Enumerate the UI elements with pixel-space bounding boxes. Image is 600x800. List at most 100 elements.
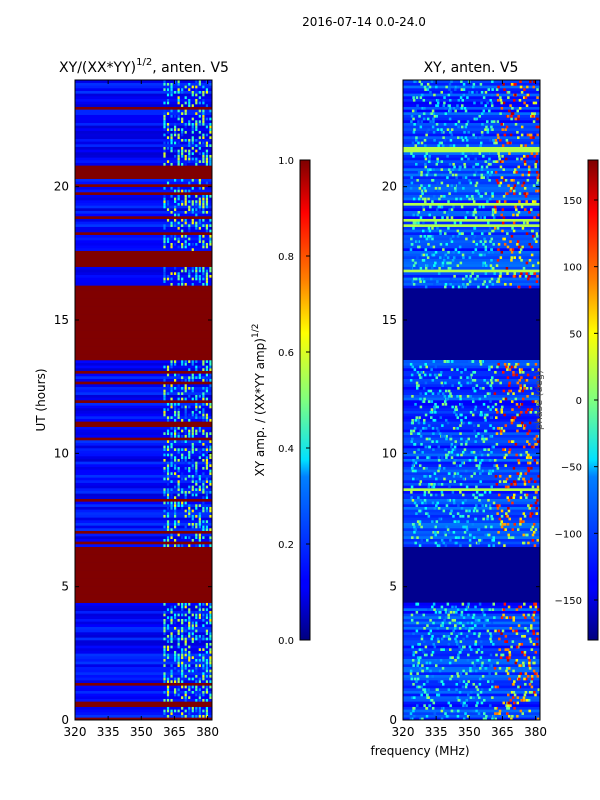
left-heatmap-cell	[166, 608, 170, 611]
right-heatmap-cell	[531, 234, 535, 238]
left-heatmap-cell	[184, 448, 187, 451]
right-heatmap-cell	[506, 272, 509, 275]
right-heatmap-cell	[535, 125, 539, 129]
right-heatmap-cell	[518, 605, 521, 609]
right-heatmap-cell	[465, 704, 468, 707]
right-heatmap-cell	[443, 400, 447, 403]
right-heatmap-cell	[443, 210, 446, 214]
left-heatmap-row	[75, 221, 212, 225]
right-heatmap-row	[403, 602, 540, 606]
right-heatmap-cell	[503, 242, 507, 246]
left-heatmap-cell	[166, 146, 170, 150]
right-heatmap-cell	[509, 240, 512, 243]
left-heatmap-row	[75, 277, 212, 281]
right-heatmap-cell	[508, 141, 512, 145]
right-heatmap-cell	[523, 650, 527, 654]
right-heatmap-cell	[477, 424, 480, 427]
right-heatmap-cell	[474, 248, 478, 251]
right-heatmap-cell	[513, 522, 516, 526]
right-heatmap-cell	[417, 496, 420, 499]
left-heatmap-cell	[198, 394, 201, 398]
right-heatmap-cell	[413, 128, 416, 131]
left-heatmap-cell	[166, 522, 170, 526]
right-heatmap-cell	[479, 690, 483, 694]
left-heatmap-cell	[173, 666, 177, 670]
left-heatmap-cell	[173, 205, 177, 209]
right-heatmap-cell	[465, 682, 468, 686]
right-heatmap-cell	[513, 189, 516, 193]
left-heatmap-row	[75, 352, 212, 355]
left-heatmap-cell	[195, 610, 198, 614]
left-heatmap-cell	[170, 672, 173, 675]
left-heatmap-cell	[195, 605, 198, 609]
right-heatmap-cell	[460, 413, 463, 417]
right-heatmap-cell	[509, 616, 512, 619]
right-heatmap-cell	[449, 480, 452, 483]
right-heatmap-cell	[510, 114, 513, 118]
left-heatmap-cell	[184, 405, 187, 409]
left-heatmap-cell	[163, 698, 166, 702]
right-heatmap-cell	[442, 648, 445, 651]
right-heatmap-cell	[450, 208, 454, 211]
right-heatmap-cell	[488, 658, 491, 662]
right-heatmap-cell	[486, 101, 489, 105]
left-heatmap-cell	[173, 440, 177, 443]
right-heatmap-row	[403, 266, 540, 270]
left-heatmap-cell	[184, 493, 187, 497]
left-heatmap-cell	[173, 525, 177, 529]
right-heatmap-cell	[481, 477, 484, 481]
right-heatmap-cell	[510, 250, 514, 254]
right-heatmap-cell	[438, 186, 441, 190]
right-heatmap-cell	[409, 186, 413, 190]
right-heatmap-cell	[415, 512, 418, 515]
right-heatmap-cell	[491, 405, 495, 409]
left-heatmap-cell	[170, 536, 173, 539]
left-heatmap-cell	[188, 653, 191, 657]
right-heatmap-cell	[440, 605, 444, 609]
left-heatmap-row	[75, 616, 212, 619]
left-heatmap-cell	[205, 224, 209, 227]
left-heatmap-row	[75, 674, 212, 678]
left-heatmap-row	[75, 338, 212, 342]
left-heatmap-cell	[170, 141, 173, 145]
right-heatmap-cell	[462, 717, 466, 721]
left-heatmap-cell	[170, 205, 173, 209]
right-heatmap-cell	[413, 426, 417, 430]
left-heatmap-row	[75, 677, 212, 681]
right-heatmap-cell	[501, 229, 504, 233]
left-heatmap-cell	[163, 469, 166, 473]
right-heatmap-cell	[482, 440, 486, 443]
right-heatmap-row	[403, 82, 540, 86]
left-heatmap-cell	[188, 712, 191, 715]
left-heatmap-cell	[170, 109, 173, 113]
left-heatmap-cell	[181, 405, 184, 409]
right-heatmap-cell	[476, 621, 479, 625]
right-heatmap-cell	[483, 613, 486, 617]
right-heatmap-cell	[530, 208, 533, 211]
left-heatmap-cell	[188, 194, 191, 198]
right-heatmap-cell	[429, 234, 432, 238]
right-heatmap-row	[403, 704, 540, 707]
left-heatmap-cell	[205, 274, 209, 278]
left-heatmap	[75, 80, 212, 721]
right-heatmap-cell	[448, 661, 452, 665]
left-heatmap-cell	[184, 664, 187, 667]
right-heatmap-cell	[454, 85, 458, 89]
left-heatmap-cell	[205, 456, 209, 459]
left-heatmap-cell	[163, 125, 166, 129]
left-heatmap-cell	[202, 269, 205, 273]
right-heatmap-row	[403, 632, 540, 635]
left-heatmap-cell	[202, 677, 205, 681]
right-heatmap-cell	[488, 197, 492, 201]
right-heatmap-row	[403, 677, 540, 681]
left-heatmap-row	[75, 413, 212, 417]
left-heatmap-row	[75, 424, 212, 427]
left-heatmap-cell	[181, 669, 184, 673]
right-heatmap-cell	[450, 184, 454, 187]
y-tick-label: 15	[382, 313, 397, 327]
left-heatmap-cell	[195, 221, 198, 225]
right-heatmap-cell	[491, 506, 495, 510]
right-heatmap-cell	[425, 661, 429, 665]
right-heatmap-cell	[429, 669, 432, 673]
right-heatmap-cell	[503, 237, 506, 241]
